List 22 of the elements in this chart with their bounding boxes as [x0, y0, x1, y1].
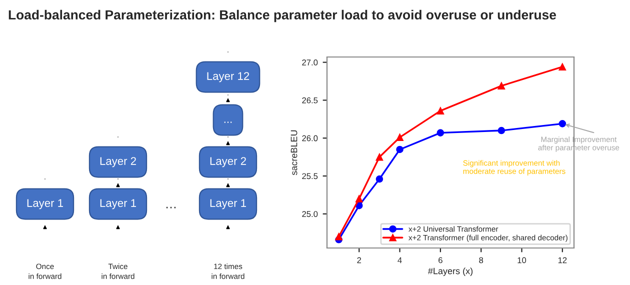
- text: Layer 1: [27, 199, 63, 210]
- x-tick-label: 8: [479, 257, 484, 264]
- text: Layer 1: [100, 199, 136, 210]
- x-tick-label: 12: [558, 257, 567, 264]
- y-tick-label: 27.0: [302, 60, 318, 66]
- text: Load-balanced Parameterization: Balance parameter load to avoid overuse or underuse: [8, 10, 556, 22]
- text: Layer 1: [210, 199, 246, 210]
- text: ...: [224, 122, 232, 123]
- x-tick-label: 4: [398, 257, 402, 264]
- text: …: [166, 206, 176, 208]
- text: Layer 12: [207, 72, 250, 82]
- text: Layer 2: [210, 157, 246, 168]
- x-axis-title: #Layers (x): [428, 268, 473, 276]
- x-tick-label: 2: [357, 257, 362, 264]
- y-tick-label: 26.5: [302, 97, 318, 104]
- x-tick-label: 6: [438, 257, 442, 264]
- y-axis-title: sacreBLEU: [290, 130, 298, 176]
- y-tick-label: 25.0: [302, 211, 318, 217]
- y-tick-label: 25.5: [302, 173, 318, 180]
- y-tick-label: 26.0: [302, 135, 318, 142]
- text: Layer 2: [100, 157, 136, 168]
- x-tick-label: 10: [518, 257, 526, 264]
